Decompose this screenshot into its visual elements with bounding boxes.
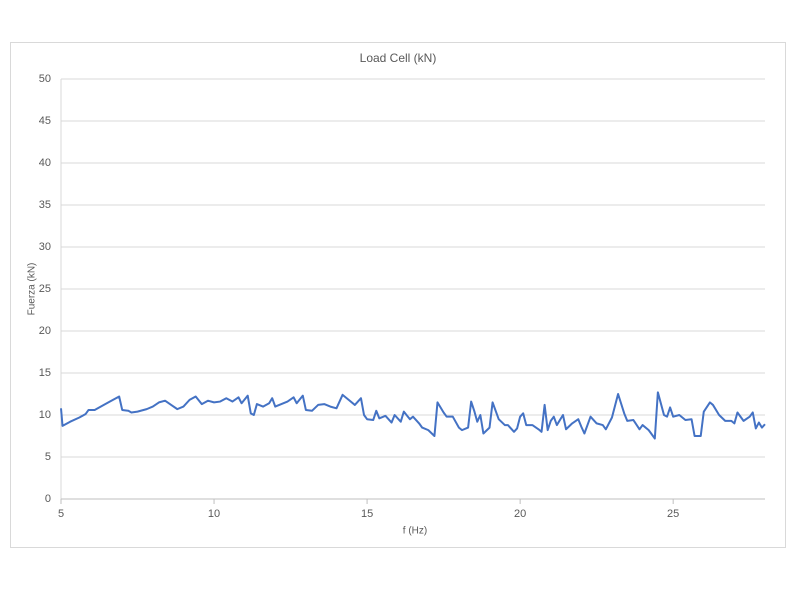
- x-tick-label: 20: [514, 508, 526, 520]
- x-axis-title: f (Hz): [403, 526, 427, 537]
- x-tick-label: 10: [208, 508, 220, 520]
- x-tick-label: 15: [361, 508, 373, 520]
- chart-frame: [10, 42, 786, 548]
- y-tick-label: 45: [39, 115, 51, 127]
- chart-title: Load Cell (kN): [360, 51, 437, 65]
- x-tick-label: 5: [58, 508, 64, 520]
- y-tick-label: 25: [39, 283, 51, 295]
- y-tick-label: 40: [39, 157, 51, 169]
- y-tick-label: 20: [39, 325, 51, 337]
- y-tick-label: 15: [39, 367, 51, 379]
- y-tick-label: 30: [39, 241, 51, 253]
- y-tick-label: 0: [45, 493, 51, 505]
- y-tick-label: 35: [39, 199, 51, 211]
- y-tick-label: 5: [45, 451, 51, 463]
- x-tick-label: 25: [667, 508, 679, 520]
- data-line: [60, 391, 766, 440]
- y-tick-label: 50: [39, 73, 51, 85]
- y-axis-title: Fuerza (kN): [27, 263, 38, 316]
- y-tick-label: 10: [39, 409, 51, 421]
